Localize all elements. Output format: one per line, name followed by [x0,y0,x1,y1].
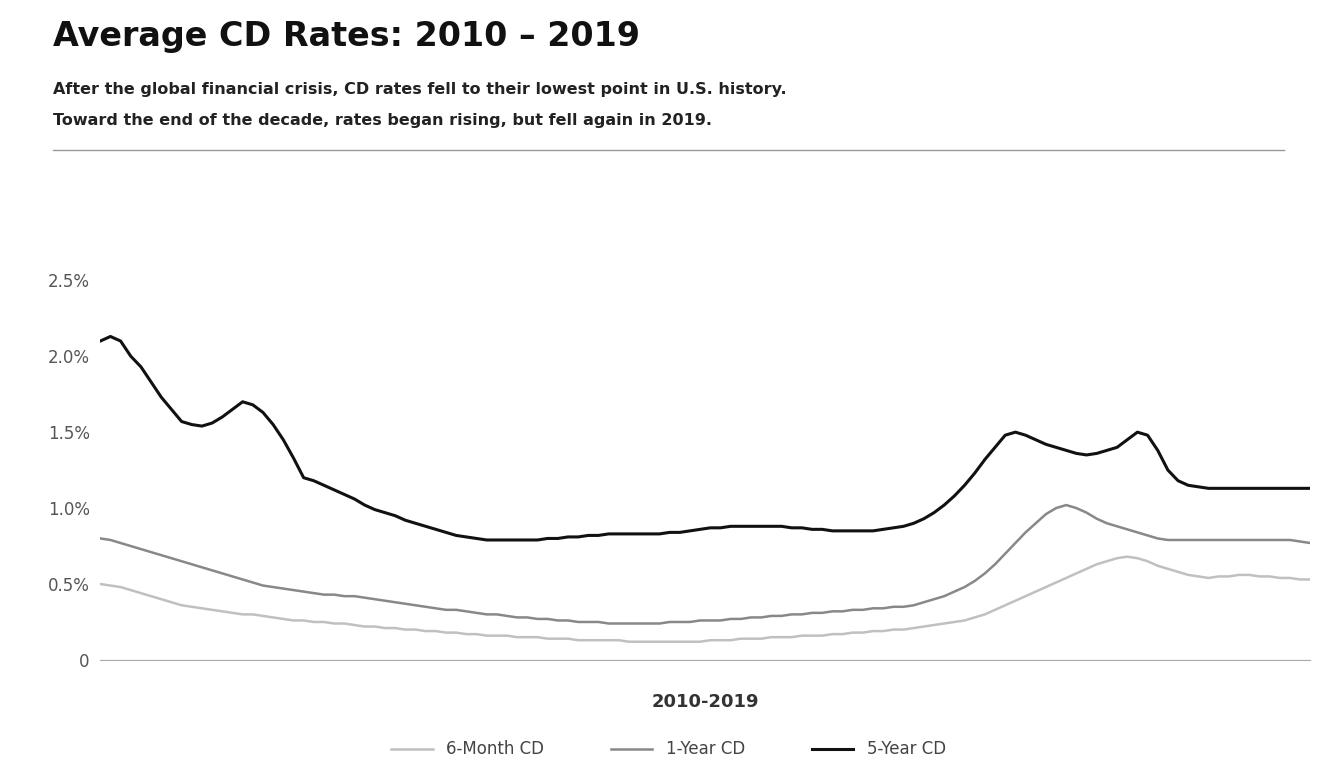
1-Year CD [1282,535,1298,544]
1-Year CD [1058,501,1074,510]
6-Month CD [346,620,362,629]
6-Month CD [620,637,636,647]
1-Year CD [1068,504,1084,513]
6-Month CD [1282,573,1298,583]
6-Month CD [1119,552,1135,562]
6-Month CD [936,619,952,628]
6-Month CD [1302,575,1318,584]
Line: 1-Year CD: 1-Year CD [100,505,1310,623]
1-Year CD [417,602,433,612]
1-Year CD [92,533,108,543]
Text: After the global financial crisis, CD rates fell to their lowest point in U.S. h: After the global financial crisis, CD ra… [53,82,787,97]
6-Month CD [417,626,433,636]
5-Year CD [783,523,800,533]
5-Year CD [1068,449,1084,458]
5-Year CD [428,525,444,534]
6-Month CD [774,633,790,642]
5-Year CD [947,491,963,501]
5-Year CD [1302,483,1318,493]
Line: 5-Year CD: 5-Year CD [100,337,1310,540]
Line: 6-Month CD: 6-Month CD [100,557,1310,642]
Text: 2010-2019: 2010-2019 [651,693,759,711]
6-Month CD [1058,573,1074,583]
5-Year CD [92,337,108,346]
6-Month CD [92,580,108,589]
1-Year CD [1302,538,1318,547]
5-Year CD [357,501,373,510]
5-Year CD [1282,483,1298,493]
1-Year CD [346,591,362,601]
5-Year CD [479,535,495,544]
1-Year CD [600,619,616,628]
Text: Average CD Rates: 2010 – 2019: Average CD Rates: 2010 – 2019 [53,20,640,52]
5-Year CD [103,332,119,341]
Text: Toward the end of the decade, rates began rising, but fell again in 2019.: Toward the end of the decade, rates bega… [53,113,713,128]
Legend: 6-Month CD, 1-Year CD, 5-Year CD: 6-Month CD, 1-Year CD, 5-Year CD [385,733,952,765]
1-Year CD [774,612,790,621]
1-Year CD [936,591,952,601]
